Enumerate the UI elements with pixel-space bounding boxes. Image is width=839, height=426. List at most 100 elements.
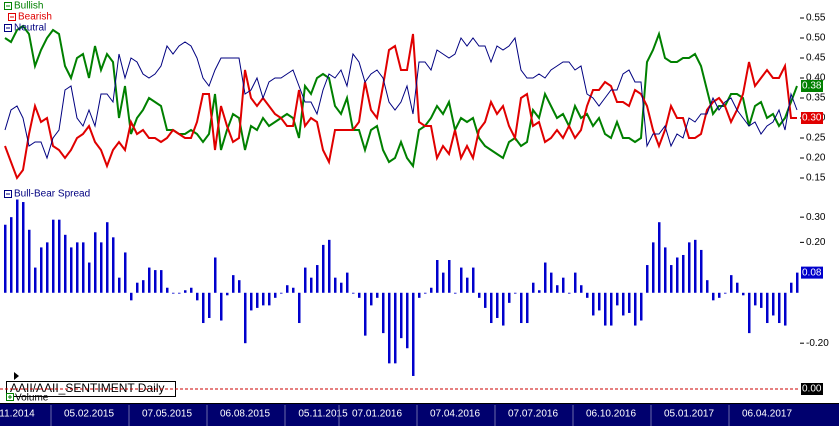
bar — [340, 282, 343, 293]
bar — [298, 292, 301, 324]
bar — [586, 292, 589, 298]
bar — [688, 242, 691, 293]
bar — [82, 242, 85, 293]
y-tick-label: 0.45 — [806, 53, 826, 64]
bar — [778, 292, 781, 324]
bar — [730, 275, 733, 293]
bar — [652, 242, 655, 293]
bar — [52, 219, 55, 293]
bar — [400, 292, 403, 339]
x-tick-label: 05.01.2017 — [664, 409, 714, 420]
bar — [520, 292, 523, 324]
legend-label: Neutral — [14, 23, 46, 34]
bar — [460, 267, 463, 293]
bar — [490, 292, 493, 324]
bar — [172, 292, 175, 294]
bar — [352, 292, 355, 294]
time-axis-band — [0, 404, 839, 426]
bar — [376, 292, 379, 298]
last-value-label: 0.00 — [802, 384, 822, 395]
bar — [280, 292, 283, 294]
bar — [442, 272, 445, 293]
bar — [328, 239, 331, 293]
bar — [574, 272, 577, 293]
bar — [742, 292, 745, 296]
bar — [664, 247, 667, 293]
bar — [364, 292, 367, 336]
last-value-label: 0.08 — [802, 267, 822, 278]
bar — [94, 232, 97, 293]
bar — [334, 277, 337, 293]
bar — [322, 244, 325, 293]
bar — [508, 292, 511, 303]
bar — [412, 292, 415, 376]
bar — [196, 292, 199, 301]
bar — [790, 282, 793, 293]
bar — [676, 257, 679, 293]
bar — [166, 287, 169, 293]
last-value-label: 0.38 — [802, 81, 822, 92]
bar — [16, 199, 19, 293]
bar — [562, 277, 565, 293]
bar — [88, 262, 91, 293]
bar — [406, 292, 409, 349]
bar — [118, 277, 121, 293]
bar — [190, 287, 193, 293]
expand-arrow — [14, 372, 19, 380]
bar — [754, 292, 757, 306]
x-tick-label: 05.11.2015 — [298, 409, 348, 420]
bar — [610, 292, 613, 326]
bar — [130, 292, 133, 301]
bar — [226, 292, 229, 296]
bar — [184, 290, 187, 293]
bar — [286, 285, 289, 293]
bar — [148, 267, 151, 293]
bar — [484, 292, 487, 308]
bar — [526, 292, 529, 324]
x-tick-label: 07.05.2015 — [142, 409, 192, 420]
bar — [100, 242, 103, 293]
bar — [76, 242, 79, 293]
bar — [124, 252, 127, 293]
bar — [580, 285, 583, 293]
bar — [112, 237, 115, 293]
bar — [382, 292, 385, 334]
y-tick-label: 0.15 — [806, 173, 826, 184]
x-tick-label: 07.04.2016 — [430, 409, 480, 420]
bar — [106, 222, 109, 293]
bar — [316, 265, 319, 293]
bar — [796, 272, 799, 293]
bar — [238, 280, 241, 293]
bar — [388, 292, 391, 364]
bar — [250, 292, 253, 311]
bar — [706, 280, 709, 293]
panel-title: AAII/AAII_SENTIMENT Daily — [10, 381, 164, 395]
bar — [178, 292, 181, 294]
bar — [292, 287, 295, 293]
bar — [466, 277, 469, 293]
bar — [22, 202, 25, 293]
bar — [640, 292, 643, 321]
bar — [58, 219, 61, 293]
y-tick-label: 0.35 — [806, 93, 826, 104]
bar — [532, 282, 535, 293]
bar — [550, 272, 553, 293]
y-tick-label: 0.20 — [806, 153, 826, 164]
bar — [736, 282, 739, 293]
bar — [454, 292, 457, 294]
bar — [34, 267, 37, 293]
legend-label: Bullish — [14, 1, 43, 12]
bar — [622, 292, 625, 316]
last-value-box — [801, 266, 823, 279]
bar — [634, 292, 637, 326]
last-value-box — [801, 80, 823, 92]
series-line — [4, 36, 798, 160]
x-tick-label: 07.01.2016 — [352, 409, 402, 420]
bar — [658, 222, 661, 293]
bar — [358, 292, 361, 298]
bar — [682, 254, 685, 293]
bar — [268, 292, 271, 306]
y-tick-label: 0.40 — [806, 73, 826, 84]
